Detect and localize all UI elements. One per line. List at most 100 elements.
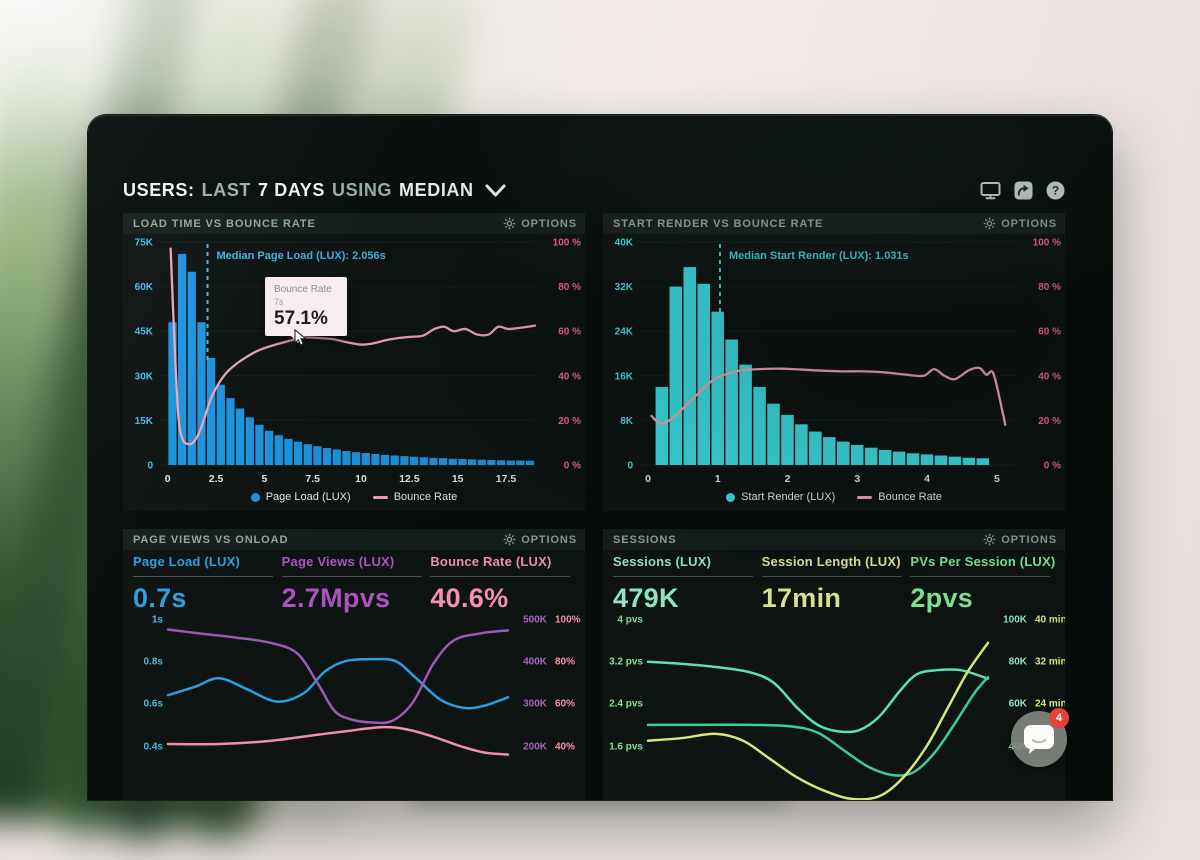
help-icon[interactable]: ? (1046, 181, 1065, 200)
series-line[interactable] (648, 662, 988, 732)
bar[interactable] (178, 254, 186, 465)
options-button[interactable]: OPTIONS (983, 533, 1057, 546)
y-axis-right-label: 0 % (1044, 461, 1061, 472)
bar[interactable] (697, 284, 710, 465)
bar[interactable] (207, 358, 215, 465)
bar[interactable] (879, 450, 892, 465)
bar[interactable] (977, 458, 990, 465)
series-line[interactable] (168, 629, 508, 722)
bar[interactable] (921, 454, 934, 465)
gear-icon (503, 533, 516, 546)
bar[interactable] (753, 387, 766, 465)
bar[interactable] (255, 425, 263, 465)
bar[interactable] (711, 312, 724, 465)
bar[interactable] (391, 455, 399, 465)
bar[interactable] (420, 457, 428, 465)
title-days: 7 DAYS (258, 180, 325, 201)
y-axis-right1-label: 300K (523, 699, 548, 710)
options-button[interactable]: OPTIONS (503, 533, 577, 546)
bar[interactable] (333, 450, 341, 465)
bar[interactable] (217, 385, 225, 465)
bar[interactable] (429, 458, 437, 465)
y-axis-left-label: 2.4 pvs (609, 699, 643, 710)
bar[interactable] (949, 457, 962, 465)
panel-load-time-vs-bounce: LOAD TIME VS BOUNCE RATE OPTIONS Median … (123, 213, 585, 511)
x-axis-label: 7.5 (305, 473, 320, 485)
panel-start-render-vs-bounce: START RENDER VS BOUNCE RATE OPTIONS Medi… (603, 213, 1065, 511)
series-line[interactable] (168, 659, 508, 708)
bar[interactable] (371, 454, 379, 465)
bar[interactable] (823, 437, 836, 465)
bar[interactable] (851, 445, 864, 465)
bar[interactable] (684, 267, 697, 465)
y-axis-left-label: 3.2 pvs (609, 657, 643, 668)
x-axis-label: 0 (165, 473, 171, 485)
bar[interactable] (449, 459, 457, 465)
bar[interactable] (767, 404, 780, 465)
bar[interactable] (497, 460, 505, 465)
bar[interactable] (795, 424, 808, 465)
y-axis-left-label: 0.8s (144, 657, 164, 668)
bar[interactable] (837, 442, 850, 465)
bar[interactable] (400, 456, 408, 465)
dashboard-header: USERS: LAST 7 DAYS USING MEDIAN ? (123, 174, 1065, 206)
bar[interactable] (458, 459, 466, 465)
bar[interactable] (809, 432, 822, 465)
chat-widget-button[interactable]: 4 (1011, 711, 1067, 767)
y-axis-right2-label: 40 min (1035, 615, 1065, 626)
bar[interactable] (362, 453, 370, 465)
bar[interactable] (865, 448, 878, 465)
bar[interactable] (246, 417, 254, 465)
bar[interactable] (725, 340, 738, 465)
bar[interactable] (381, 455, 389, 465)
bar[interactable] (478, 460, 486, 465)
bar[interactable] (670, 287, 683, 465)
display-icon[interactable] (980, 181, 1001, 200)
bar[interactable] (197, 322, 205, 465)
x-axis-label: 17.5 (496, 473, 517, 485)
median-label: Median Start Render (LUX): 1.031s (729, 250, 909, 262)
bar[interactable] (935, 456, 948, 465)
bar[interactable] (410, 457, 418, 465)
y-axis-right-label: 80 % (558, 282, 581, 293)
y-axis-left-label: 0 (147, 461, 153, 472)
bar[interactable] (526, 461, 534, 465)
bar[interactable] (323, 448, 331, 465)
bar[interactable] (468, 459, 476, 465)
bar[interactable] (893, 452, 906, 465)
share-icon[interactable] (1014, 181, 1033, 200)
metrics-row: Sessions (LUX) 479K Session Length (LUX)… (613, 554, 1059, 614)
panel-header: PAGE VIEWS VS ONLOAD OPTIONS (123, 529, 585, 550)
bar[interactable] (439, 458, 447, 465)
bar[interactable] (656, 387, 669, 465)
bar[interactable] (352, 452, 360, 465)
bar[interactable] (963, 458, 976, 465)
bar[interactable] (275, 435, 283, 465)
bar[interactable] (294, 442, 302, 465)
bar[interactable] (265, 431, 273, 465)
options-button[interactable]: OPTIONS (503, 217, 577, 230)
bar[interactable] (342, 451, 350, 465)
bar[interactable] (236, 409, 244, 465)
bar[interactable] (313, 446, 321, 465)
bar[interactable] (188, 272, 196, 465)
timeframe-dropdown[interactable]: USERS: LAST 7 DAYS USING MEDIAN (123, 180, 506, 201)
bar[interactable] (284, 439, 292, 465)
series-line[interactable] (168, 727, 508, 755)
y-axis-right-label: 100 % (1033, 238, 1061, 249)
bar[interactable] (226, 398, 234, 465)
bar[interactable] (781, 415, 794, 465)
gear-icon (983, 533, 996, 546)
bar[interactable] (304, 444, 312, 465)
bar[interactable] (507, 461, 515, 465)
bar[interactable] (487, 460, 495, 465)
bar[interactable] (907, 453, 920, 465)
bar[interactable] (739, 365, 752, 465)
bar[interactable] (516, 461, 524, 465)
options-button[interactable]: OPTIONS (983, 217, 1057, 230)
